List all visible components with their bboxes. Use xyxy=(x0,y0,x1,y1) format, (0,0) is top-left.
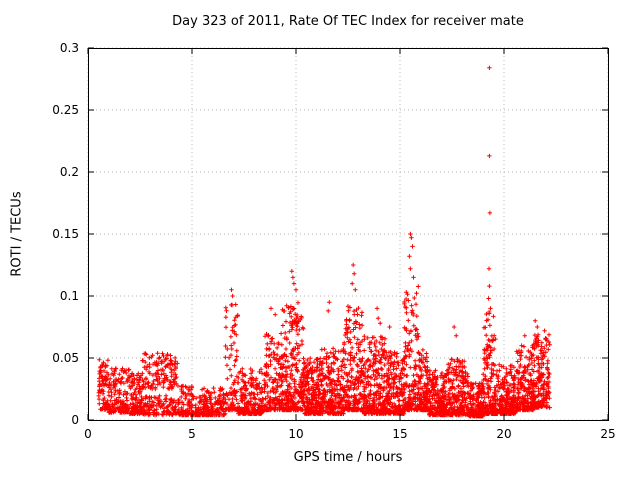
tick-marks xyxy=(87,47,609,421)
x-tick-label: 0 xyxy=(84,427,92,441)
x-axis-label: GPS time / hours xyxy=(293,450,403,465)
data-points xyxy=(96,65,552,419)
x-tick-label: 15 xyxy=(392,427,407,441)
x-tick-label: 5 xyxy=(188,427,196,441)
y-tick-label: 0.15 xyxy=(52,227,79,241)
y-tick-label: 0.2 xyxy=(60,165,79,179)
y-tick-label: 0 xyxy=(71,413,79,427)
y-tick-label: 0.25 xyxy=(52,103,79,117)
x-tick-label: 25 xyxy=(600,427,615,441)
y-tick-label: 0.05 xyxy=(52,351,79,365)
y-tick-label: 0.1 xyxy=(60,289,79,303)
y-tick-label: 0.3 xyxy=(60,41,79,55)
chart-title: Day 323 of 2011, Rate Of TEC Index for r… xyxy=(172,14,524,29)
x-tick-label: 20 xyxy=(496,427,511,441)
x-tick-label: 10 xyxy=(288,427,303,441)
